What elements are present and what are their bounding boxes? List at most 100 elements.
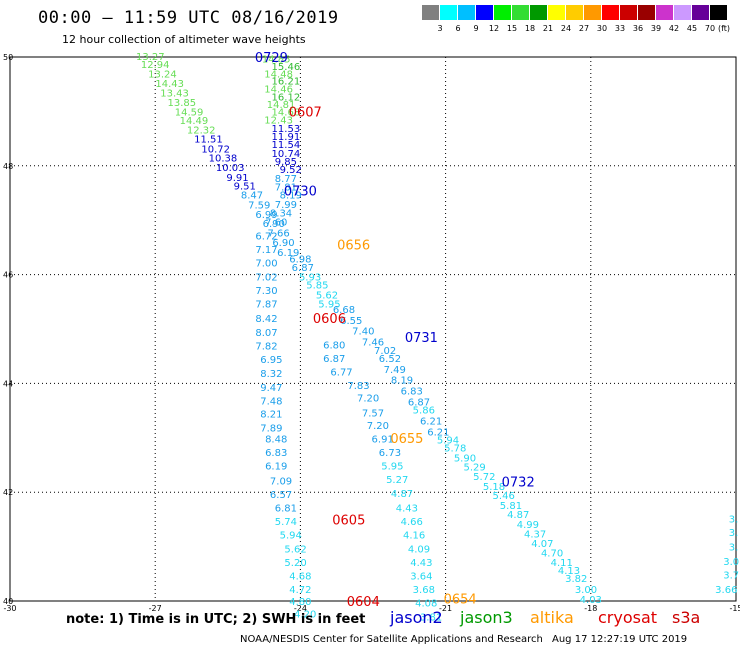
- wave-height-label: 10.03: [216, 163, 245, 174]
- wave-height-label: 6.68: [333, 305, 355, 316]
- wave-height-label: 4.16: [403, 531, 425, 542]
- wave-height-label: 4.80: [289, 597, 311, 608]
- legend-label: 36: [632, 24, 644, 33]
- wave-height-label: 14.49: [180, 116, 209, 127]
- wave-height-label: 5.27: [386, 475, 408, 486]
- wave-height-label: 6.73: [379, 448, 401, 459]
- wave-height-label: 4.70: [541, 549, 563, 560]
- legend-swatch: [512, 5, 529, 20]
- wave-height-label: 3.64: [410, 572, 432, 583]
- wave-height-label: 4.72: [289, 585, 311, 596]
- x-tick-label: -30: [3, 604, 16, 613]
- legend-swatch: [566, 5, 583, 20]
- wave-height-label: 5.29: [464, 463, 486, 474]
- wave-height-label: 13.43: [160, 88, 189, 99]
- wave-height-label: 3.: [729, 514, 739, 525]
- pass-time-label: 0655: [390, 432, 423, 447]
- wave-height-label: 5.46: [493, 491, 515, 502]
- wave-height-label: 3.68: [413, 585, 435, 596]
- wave-height-label: 10.74: [272, 149, 301, 160]
- satellite-jason2: jason2: [390, 608, 443, 627]
- wave-height-label: 6.87: [408, 397, 430, 408]
- wave-height-label: 3.81: [420, 612, 442, 623]
- x-tick-label: -18: [584, 604, 597, 613]
- pass-time-label: 0656: [337, 239, 370, 254]
- wave-height-label: 15.46: [272, 62, 301, 73]
- wave-height-label: 9.47: [260, 383, 282, 394]
- wave-height-label: 7.83: [347, 381, 369, 392]
- legend-swatch: [638, 5, 655, 20]
- wave-height-label: 7.09: [270, 476, 292, 487]
- wave-height-label: 4.43: [396, 504, 418, 515]
- legend-swatch: [458, 5, 475, 20]
- pass-time-label: 0732: [502, 475, 535, 490]
- wave-height-label: 14.43: [155, 79, 184, 90]
- wave-height-label: 6.98: [289, 254, 311, 265]
- legend-label: 3: [437, 24, 443, 33]
- wave-height-label: 6.21: [420, 416, 442, 427]
- legend-swatch: [674, 5, 691, 20]
- wave-height-label: 7.17: [255, 245, 277, 256]
- y-tick-label: 46: [3, 271, 13, 280]
- wave-height-label: 3.: [729, 528, 739, 539]
- legend-label: 30: [596, 24, 608, 33]
- wave-height-label: 7.57: [362, 408, 384, 419]
- wave-height-label: 14.85: [262, 55, 291, 66]
- wave-height-label: 7.46: [362, 338, 384, 349]
- legend-label: 42: [668, 24, 680, 33]
- wave-height-label: 4.11: [551, 558, 573, 569]
- pass-time-label: 0730: [284, 184, 317, 199]
- legend-swatch: [476, 5, 493, 20]
- wave-height-label: 8.34: [270, 209, 292, 220]
- wave-height-label: 6.99: [255, 210, 277, 221]
- wave-height-label: 16.21: [272, 76, 301, 87]
- x-tick-label: -15: [729, 604, 740, 613]
- legend-swatch: [620, 5, 637, 20]
- wave-height-label: 5.93: [299, 272, 321, 283]
- wave-height-label: 12.94: [141, 60, 170, 71]
- legend-swatch: [584, 5, 601, 20]
- wave-height-label: 7.59: [248, 201, 270, 212]
- wave-height-label: 5.90: [454, 453, 476, 464]
- wave-height-label: 6.90: [263, 219, 285, 230]
- wave-height-label: 4.43: [410, 558, 432, 569]
- wave-height-label: 10.72: [201, 144, 230, 155]
- wave-height-label: 11.51: [194, 135, 223, 146]
- wave-height-label: 5.62: [284, 544, 306, 555]
- wave-height-label: 7.02: [255, 272, 277, 283]
- legend-label: 15: [506, 24, 518, 33]
- wave-height-label: 7.02: [374, 346, 396, 357]
- wave-height-label: 6.90: [272, 238, 294, 249]
- legend-label: 12: [488, 24, 500, 33]
- wave-height-label: 4.09: [408, 544, 430, 555]
- wave-height-label: 8.77: [275, 174, 297, 185]
- wave-height-label: 6.55: [340, 316, 362, 327]
- wave-height-label: 12.32: [187, 125, 216, 136]
- plot-frame: [9, 56, 737, 602]
- wave-height-label: 4.20: [294, 610, 316, 621]
- wave-height-label: 6.87: [323, 354, 345, 365]
- wave-height-label: 3.0: [723, 557, 739, 568]
- wave-height-label: 7.82: [255, 341, 277, 352]
- wave-height-label: 7.89: [260, 424, 282, 435]
- legend-swatch: [530, 5, 547, 20]
- wave-height-label: 4.03: [580, 595, 602, 606]
- legend-label: 33: [614, 24, 626, 33]
- credit-text: NOAA/NESDIS Center for Satellite Applica…: [240, 634, 543, 645]
- legend-swatch: [422, 5, 439, 20]
- legend-swatch: [440, 5, 457, 20]
- wave-height-label: 11.91: [272, 132, 301, 143]
- wave-height-label: 7.66: [267, 228, 289, 239]
- wave-height-label: 6.19: [265, 462, 287, 473]
- legend-label: 9: [473, 24, 479, 33]
- wave-height-label: 3.00: [575, 585, 597, 596]
- pass-time-label: 0605: [332, 513, 365, 528]
- legend-label: 24: [560, 24, 572, 33]
- wave-height-label: 7.81: [275, 183, 297, 194]
- satellite-s3a: s3a: [672, 608, 701, 627]
- wave-height-label: 5.74: [275, 517, 297, 528]
- y-tick-label: 42: [3, 488, 13, 497]
- wave-height-label: 4.68: [289, 572, 311, 583]
- wave-height-label: 4.87: [391, 489, 413, 500]
